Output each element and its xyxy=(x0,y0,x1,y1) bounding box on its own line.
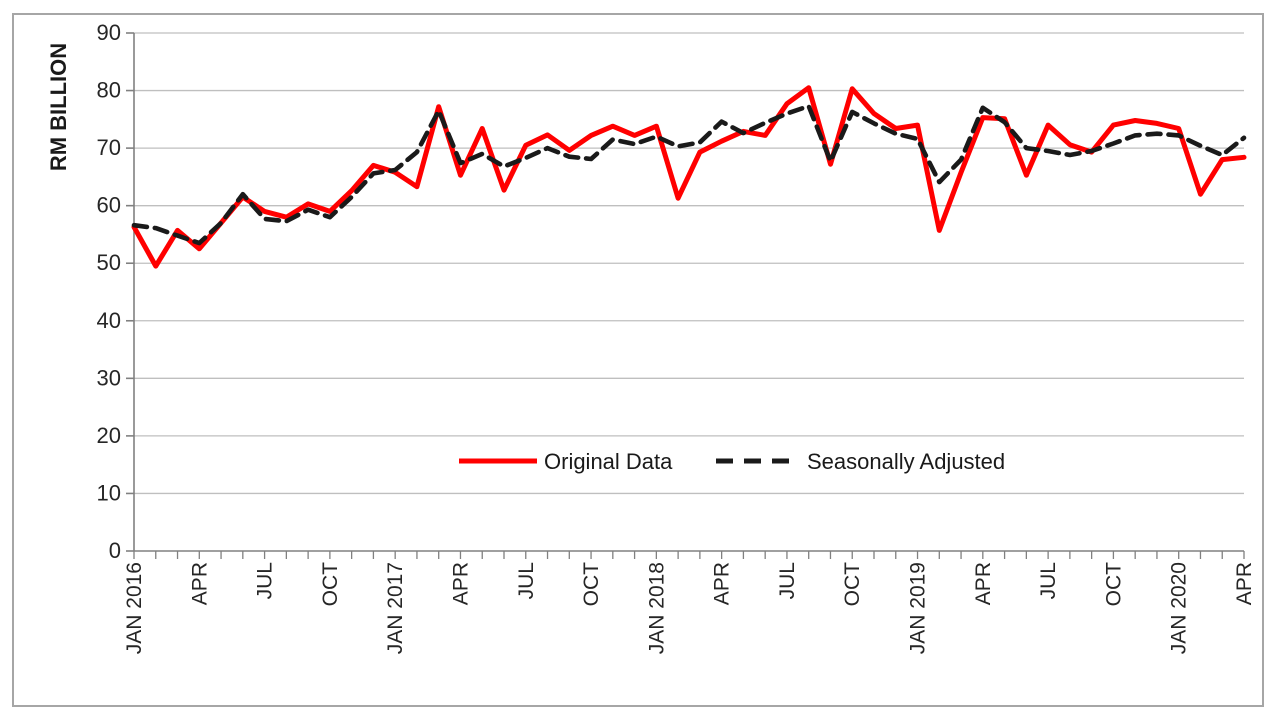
y-tick-label: 70 xyxy=(97,135,121,160)
x-tick-label: OCT xyxy=(841,562,864,607)
y-tick-label: 10 xyxy=(97,480,121,505)
x-tick-label: APR xyxy=(711,562,734,605)
x-tick-label: JUL xyxy=(515,562,538,599)
x-tick-label: JUL xyxy=(776,562,799,599)
x-tick-label: JUL xyxy=(1037,562,1060,599)
x-tick-label: JAN 2020 xyxy=(1168,562,1191,654)
x-tick-label: OCT xyxy=(319,562,342,607)
x-tick-label: JUL xyxy=(254,562,277,599)
y-tick-label: 40 xyxy=(97,308,121,333)
y-tick-label: 60 xyxy=(97,193,121,218)
x-tick-label: OCT xyxy=(1102,562,1125,607)
legend-label-original-data: Original Data xyxy=(544,449,673,474)
y-tick-label: 90 xyxy=(97,20,121,45)
series-line-original-data xyxy=(131,85,1247,269)
y-tick-label: 0 xyxy=(109,538,121,563)
plot-area: 0 10 20 30 40 50 60 70 80 90 JAN 2016 APR JUL OCT JAN … xyxy=(97,20,1256,654)
x-tick-label: JAN 2016 xyxy=(123,562,146,654)
series-line-seasonally-adjusted xyxy=(131,103,1247,246)
x-tick-label: APR xyxy=(972,562,995,605)
x-tick-label: APR xyxy=(188,562,211,605)
x-tick-label: APR xyxy=(449,562,472,605)
y-tick-label: 80 xyxy=(97,78,121,103)
y-tick-label: 30 xyxy=(97,365,121,390)
legend-label-seasonally-adjusted: Seasonally Adjusted xyxy=(807,449,1005,474)
y-tick-label: 20 xyxy=(97,423,121,448)
legend: Original Data Seasonally Adjusted xyxy=(459,449,1005,474)
x-tick-label: APR xyxy=(1233,562,1256,605)
y-tick-label: 50 xyxy=(97,250,121,275)
x-tick-label: OCT xyxy=(580,562,603,607)
x-tick-label: JAN 2019 xyxy=(907,562,930,654)
x-tick-label: JAN 2018 xyxy=(645,562,668,654)
x-tick-label: JAN 2017 xyxy=(384,562,407,654)
y-axis-title: RM BILLION xyxy=(46,43,71,171)
